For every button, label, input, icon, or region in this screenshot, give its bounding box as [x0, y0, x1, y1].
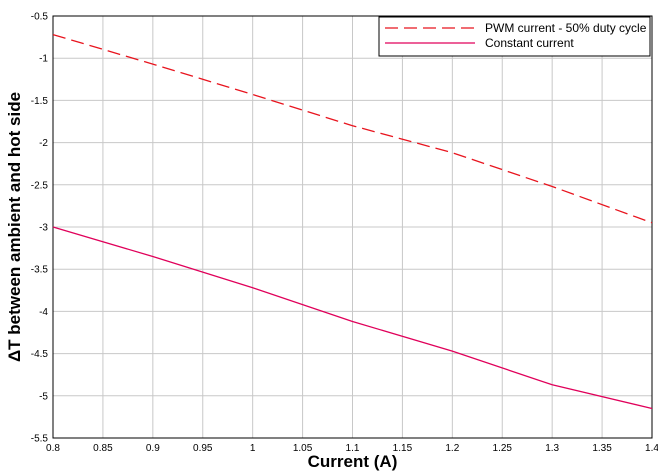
- y-tick-label: -4.5: [31, 349, 49, 360]
- series-line-1: [52, 226, 653, 410]
- x-tick-label: 1: [250, 443, 256, 454]
- series-lines: [52, 33, 653, 410]
- x-tick-label: 1.15: [393, 443, 413, 454]
- x-tick-labels: 0.8 0.85 0.9 0.95 1 1.05 1.1 1.15 1.2 1.25 1.3 1.35…: [46, 443, 658, 454]
- y-tick-label: -5: [39, 391, 48, 402]
- legend-label-1: Constant current: [485, 36, 574, 50]
- x-tick-label: 0.85: [93, 443, 113, 454]
- y-tick-label: -1.5: [31, 96, 49, 107]
- x-tick-label: 0.9: [146, 443, 160, 454]
- x-tick-label: 0.95: [193, 443, 213, 454]
- x-tick-label: 1.2: [445, 443, 459, 454]
- y-axis-title: ΔT between ambient and hot side: [5, 92, 24, 362]
- legend-label-0: PWM current - 50% duty cycle: [485, 21, 647, 35]
- y-tick-label: -2.5: [31, 180, 49, 191]
- y-tick-label: -3.5: [31, 265, 49, 276]
- x-tick-label: 1.4: [645, 443, 658, 454]
- grid-lines: [52, 15, 653, 439]
- y-tick-label: -0.5: [31, 12, 49, 23]
- x-tick-label: 1.25: [493, 443, 513, 454]
- x-tick-label: 1.05: [293, 443, 313, 454]
- y-tick-label: -2: [39, 138, 48, 149]
- y-tick-label: -3: [39, 223, 48, 234]
- y-tick-label: -1: [39, 54, 48, 65]
- x-tick-label: 1.3: [545, 443, 559, 454]
- y-tick-labels: -0.5 -1 -1.5 -2 -2.5 -3 -3.5 -4 -4.5 -5 -5.5: [31, 12, 49, 445]
- x-tick-label: 0.8: [46, 443, 60, 454]
- y-tick-label: -5.5: [31, 434, 49, 445]
- x-tick-label: 1.35: [592, 443, 612, 454]
- x-axis-title: Current (A): [308, 452, 398, 471]
- x-tick-label: 1.1: [346, 443, 360, 454]
- y-tick-label: -4: [39, 307, 48, 318]
- series-line-0: [52, 33, 653, 224]
- legend-box: [378, 16, 651, 57]
